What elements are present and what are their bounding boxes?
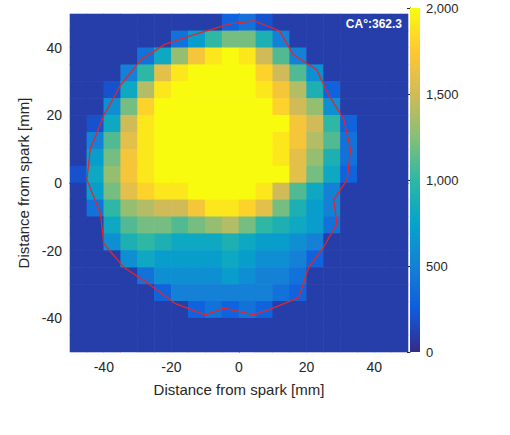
svg-text:1,500: 1,500 (426, 87, 459, 102)
svg-text:0: 0 (426, 345, 433, 360)
svg-text:-20: -20 (161, 359, 181, 375)
svg-text:CA°:362.3: CA°:362.3 (346, 17, 402, 31)
svg-text:2,000: 2,000 (426, 1, 459, 16)
svg-text:Distance from spark [mm]: Distance from spark [mm] (154, 381, 325, 398)
svg-text:40: 40 (46, 40, 62, 56)
svg-text:20: 20 (299, 359, 315, 375)
svg-text:-20: -20 (42, 243, 62, 259)
svg-text:40: 40 (366, 359, 382, 375)
svg-text:20: 20 (46, 107, 62, 123)
svg-text:0: 0 (235, 359, 243, 375)
svg-text:-40: -40 (94, 359, 114, 375)
svg-text:1,000: 1,000 (426, 173, 459, 188)
svg-text:0: 0 (54, 175, 62, 191)
svg-text:-40: -40 (42, 310, 62, 326)
svg-text:Distance from spark [mm]: Distance from spark [mm] (15, 98, 32, 269)
svg-text:500: 500 (426, 259, 448, 274)
